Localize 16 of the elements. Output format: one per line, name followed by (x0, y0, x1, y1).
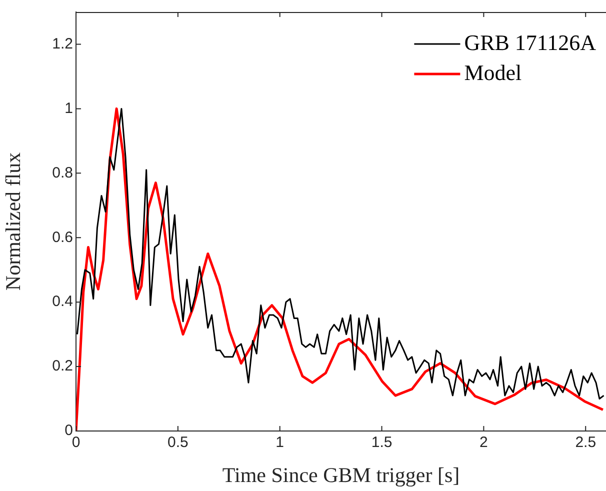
y-tick-label: 0.4 (52, 293, 73, 310)
y-tick-label: 0.2 (52, 358, 73, 375)
x-tick-label: 2 (480, 434, 488, 452)
y-tick-label: 0.8 (52, 164, 73, 182)
x-tick-label: 1.5 (371, 434, 392, 452)
y-tick-label: 0 (64, 422, 73, 440)
y-tick-label: 1.2 (52, 35, 73, 52)
legend-label: GRB 171126A (464, 30, 596, 55)
x-tick-label: 1 (276, 434, 284, 452)
x-tick-label: 2.5 (575, 434, 596, 452)
x-tick-label: 0.5 (167, 434, 188, 452)
legend-label: Model (464, 60, 522, 85)
y-axis-title: Normalized flux (1, 152, 26, 291)
x-axis-title: Time Since GBM trigger [s] (222, 462, 460, 487)
y-tick-label: 0.6 (52, 228, 73, 246)
y-tick-label: 1 (64, 100, 73, 117)
